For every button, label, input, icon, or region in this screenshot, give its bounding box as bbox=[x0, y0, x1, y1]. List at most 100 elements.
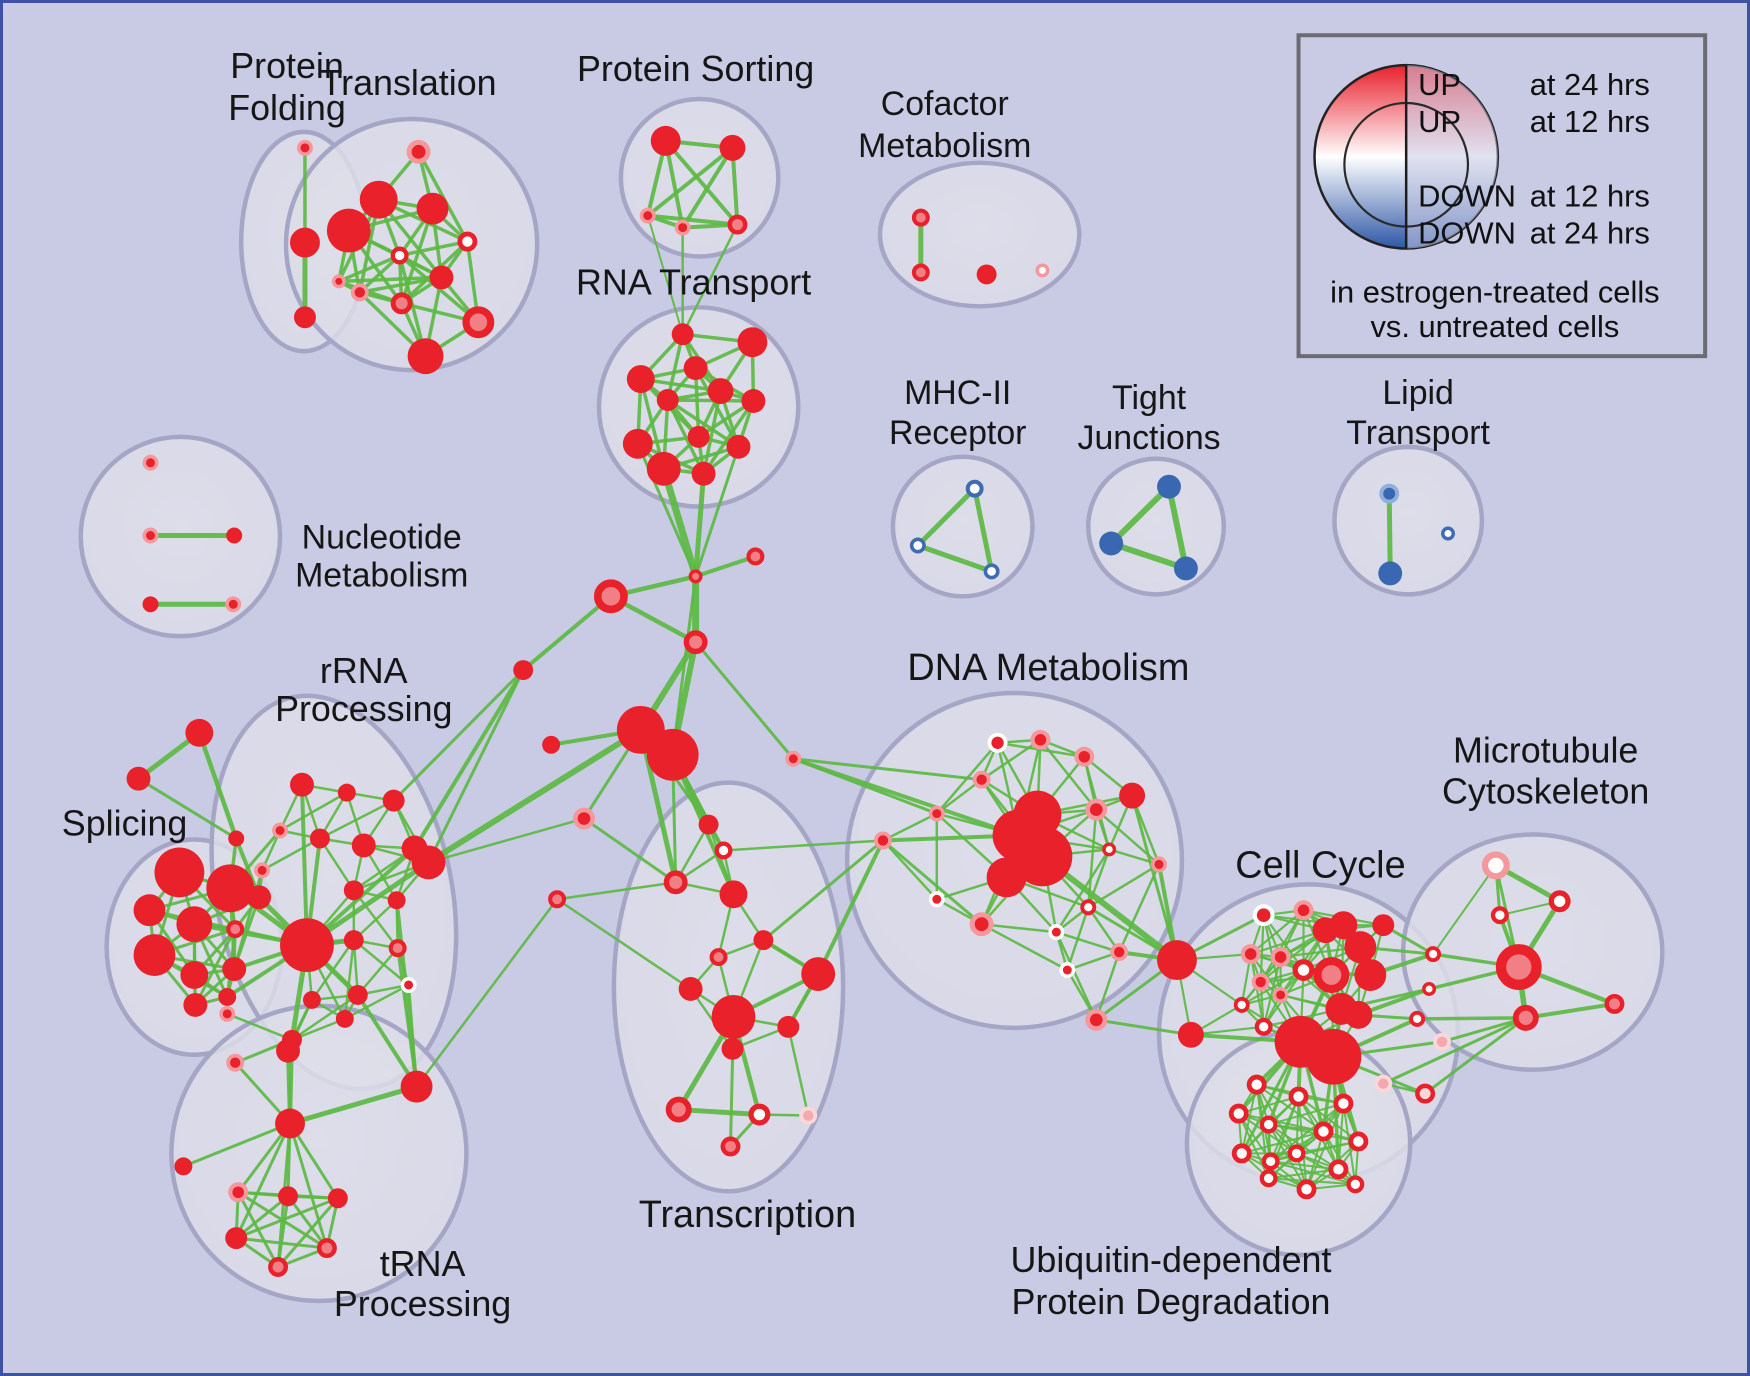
edge-m10-m5 bbox=[1440, 1016, 1528, 1044]
node-r4 bbox=[272, 822, 289, 839]
node-r3 bbox=[382, 789, 405, 812]
node-tri2 bbox=[126, 766, 151, 791]
node-rt4 bbox=[683, 356, 708, 381]
cluster-label-tight-junctions: Junctions bbox=[1078, 419, 1221, 457]
edge-c6-c14 bbox=[1249, 952, 1265, 1028]
edge-r14-r16 bbox=[356, 946, 399, 997]
edge-m9-m5 bbox=[1415, 1016, 1528, 1021]
edge-t6-t12 bbox=[337, 253, 402, 284]
edge-mh2-mh3 bbox=[915, 542, 995, 574]
edge-conn1-r12 bbox=[427, 668, 525, 864]
edge-m11-m5 bbox=[1381, 1016, 1528, 1086]
node-tn7 bbox=[316, 1238, 337, 1259]
node-r5 bbox=[309, 828, 330, 849]
node-tn8 bbox=[268, 1257, 289, 1277]
node-ps3 bbox=[639, 207, 656, 224]
node-sp3 bbox=[133, 894, 166, 927]
edge-g2-x3 bbox=[555, 881, 677, 901]
edge-r2-r4 bbox=[278, 791, 349, 832]
cluster-label-transcription: Transcription bbox=[639, 1194, 856, 1236]
edge-h2-h1 bbox=[693, 554, 758, 579]
node-tn5 bbox=[327, 1188, 348, 1209]
node-u11 bbox=[1328, 1159, 1349, 1180]
node-x3 bbox=[663, 870, 688, 895]
node-t8 bbox=[350, 283, 369, 302]
edge-bridge1-d5 bbox=[791, 757, 939, 816]
node-c16 bbox=[1344, 1000, 1373, 1029]
edge-tj1-tj3 bbox=[1165, 483, 1189, 572]
cluster-label-nucleotide: Metabolism bbox=[295, 556, 468, 594]
node-x10 bbox=[777, 1015, 800, 1038]
cluster-ellipse-lipid-transport bbox=[1332, 444, 1485, 597]
node-u3 bbox=[1333, 1093, 1354, 1114]
node-c4 bbox=[1329, 911, 1358, 940]
node-m7 bbox=[1425, 946, 1442, 963]
node-h2 bbox=[746, 547, 765, 566]
edge-rt10-h1 bbox=[694, 445, 740, 578]
edge-u3-u5 bbox=[1267, 1102, 1345, 1126]
cluster-label-ubiquitin: Protein Degradation bbox=[1012, 1282, 1331, 1322]
node-d3 bbox=[1074, 746, 1095, 767]
edge-d4-d5 bbox=[935, 778, 983, 815]
node-t7 bbox=[429, 265, 454, 290]
node-rt1 bbox=[671, 323, 694, 346]
node-cm2 bbox=[911, 263, 930, 282]
edge-d14-d23 bbox=[881, 839, 939, 901]
node-c19 bbox=[1372, 914, 1395, 937]
node-m5 bbox=[1512, 1004, 1539, 1031]
edge-bridge1-d4 bbox=[791, 757, 984, 782]
edge-c3-c6 bbox=[1249, 929, 1327, 956]
edge-rt11-h1 bbox=[660, 465, 700, 580]
edge-tri2-tri3 bbox=[137, 777, 238, 840]
node-m3 bbox=[1490, 906, 1509, 925]
node-x6 bbox=[801, 957, 836, 991]
cluster-label-nucleotide: Nucleotide bbox=[302, 518, 462, 556]
node-d18 bbox=[1110, 943, 1129, 962]
edge-ps2-ps3 bbox=[645, 145, 735, 218]
node-u14 bbox=[1346, 1175, 1365, 1194]
edge-rt1-rt5 bbox=[665, 332, 685, 402]
node-g1 bbox=[573, 807, 595, 830]
node-x7 bbox=[678, 977, 703, 1001]
node-r2 bbox=[337, 783, 356, 802]
node-rt2 bbox=[737, 327, 768, 358]
node-sp11 bbox=[247, 885, 272, 910]
node-r11 bbox=[387, 891, 406, 910]
node-rt12 bbox=[691, 461, 716, 486]
node-tn0 bbox=[276, 1038, 300, 1063]
node-rt9 bbox=[687, 425, 710, 448]
node-rt10 bbox=[726, 434, 751, 459]
node-m6 bbox=[1604, 993, 1625, 1014]
edge-r3-r5 bbox=[318, 799, 395, 840]
node-ps4 bbox=[674, 219, 691, 236]
edge-h3-conn1 bbox=[521, 594, 613, 673]
edge-conn1-r7 bbox=[412, 668, 526, 851]
node-layer bbox=[126, 125, 1625, 1277]
node-r16 bbox=[347, 984, 368, 1005]
node-d2 bbox=[1030, 729, 1051, 750]
node-x5 bbox=[753, 930, 774, 951]
node-mh2 bbox=[909, 537, 926, 554]
node-u2 bbox=[1288, 1086, 1309, 1107]
node-u9 bbox=[1261, 1152, 1280, 1171]
node-rt3 bbox=[626, 365, 655, 394]
cluster-label-trna-processing: tRNA bbox=[380, 1244, 466, 1284]
edge-x14-x10 bbox=[787, 1025, 810, 1117]
node-nm1 bbox=[142, 454, 159, 471]
node-d5 bbox=[928, 805, 945, 822]
node-rt5 bbox=[656, 389, 679, 411]
node-h6 bbox=[646, 728, 699, 781]
edge-t9-t12 bbox=[337, 279, 404, 306]
node-c14 bbox=[1254, 1017, 1273, 1036]
legend-time-1: at 12 hrs bbox=[1530, 104, 1650, 139]
node-r19 bbox=[219, 1005, 236, 1022]
node-m12 bbox=[1415, 1083, 1436, 1104]
edge-d15-d17 bbox=[980, 922, 1058, 934]
node-r1 bbox=[290, 772, 314, 797]
edge-g2-x7 bbox=[555, 898, 692, 991]
node-ccB bbox=[1177, 1021, 1204, 1048]
cluster-label-mhc-ii: Receptor bbox=[889, 414, 1026, 452]
node-sp5 bbox=[226, 920, 245, 939]
edge-tn1-tn2 bbox=[181, 1122, 292, 1168]
edge-u4-u6 bbox=[1237, 1112, 1325, 1133]
